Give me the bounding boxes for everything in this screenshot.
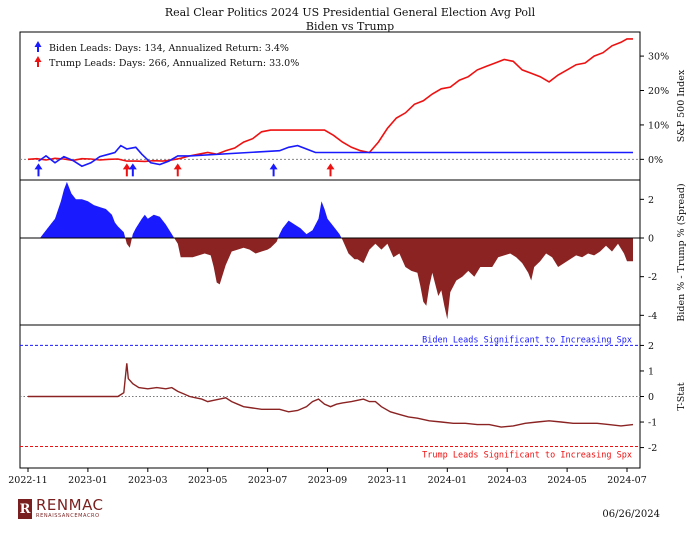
threshold-label: Biden Leads Significant to Increasing Sp… (422, 335, 632, 345)
y-tick-label: 1 (648, 366, 654, 377)
y-tick-label: 0% (648, 155, 663, 166)
trump-lead-arrow-icon (122, 163, 131, 177)
threshold-label: Trump Leads Significant to Increasing Sp… (422, 451, 632, 461)
y-tick-label: 2 (648, 341, 654, 352)
renmac-mark: R (18, 499, 32, 519)
x-tick-label: 2023-01 (68, 475, 107, 486)
y-tick-label: -2 (648, 443, 657, 454)
x-tick-label: 2024-03 (487, 475, 526, 486)
x-tick-label: 2023-07 (248, 475, 287, 486)
y-tick-label: 0 (648, 392, 654, 403)
y-axis-label: Biden % - Trump % (Spread) (676, 183, 687, 321)
trump-leads-line (27, 38, 633, 163)
renmac-logo: R RENMAC RENAISSANCEMACRO (18, 498, 104, 520)
legend-arrow-head (34, 41, 42, 47)
biden-lead-arrow-icon (128, 163, 137, 177)
arrow-head (326, 163, 335, 170)
x-tick-label: 2024-01 (428, 475, 467, 486)
sp500-panel: 0% 10% 20% 30% S&P 500 Index Biden Leads: Day… (19, 31, 687, 181)
chart-title: Real Clear Politics 2024 US Presidential… (164, 6, 536, 19)
legend-label: Biden Leads: Days: 134, Annualized Retur… (49, 43, 289, 54)
biden-lead-arrow-icon (34, 163, 43, 177)
arrow-head (128, 163, 137, 170)
tstat-line (28, 363, 634, 428)
biden-leads-line (38, 144, 633, 168)
panel-frame (19, 31, 641, 181)
trump-spread-area (28, 238, 633, 320)
trump-legend-arrow-icon (34, 56, 42, 67)
x-tick-label: 2023-03 (128, 475, 167, 486)
legend-label: Trump Leads: Days: 266, Annualized Retur… (49, 58, 299, 69)
biden-legend-arrow-icon (34, 41, 42, 52)
biden-spread-area (28, 181, 633, 238)
x-tick-label: 2022-11 (8, 475, 47, 486)
arrow-head (173, 163, 182, 170)
x-tick-label: 2023-11 (368, 475, 407, 486)
tstat-panel: -2 -1 0 1 2 T-Stat Biden Leads Significant to … (19, 324, 687, 469)
y-tick-label: -4 (648, 311, 657, 322)
x-axis: 2022-11 2023-01 2023-03 2023-05 2023-07 2023-… (8, 468, 647, 486)
trump-lead-arrow-icon (173, 163, 182, 177)
arrow-head (122, 163, 131, 170)
y-tick-label: -1 (648, 418, 657, 429)
x-tick-label: 2024-07 (607, 475, 646, 486)
y-tick-label: -2 (648, 272, 657, 283)
y-tick-label: 10% (648, 120, 669, 131)
y-axis-label: S&P 500 Index (676, 69, 687, 142)
arrow-head (269, 163, 278, 170)
report-date: 06/26/2024 (602, 509, 660, 520)
x-tick-label: 2023-05 (188, 475, 227, 486)
arrow-head (34, 163, 43, 170)
brand-subtitle: RENAISSANCEMACRO (36, 513, 100, 519)
trump-lead-arrow-icon (326, 163, 335, 177)
x-tick-label: 2023-09 (308, 475, 347, 486)
x-tick-label: 2024-05 (547, 475, 586, 486)
y-tick-label: 0 (648, 234, 654, 245)
brand-name: RENMAC (36, 496, 104, 514)
y-tick-label: 30% (648, 52, 669, 63)
biden-lead-arrow-icon (269, 163, 278, 177)
y-tick-label: 20% (648, 86, 669, 97)
y-tick-label: 2 (648, 195, 654, 206)
legend-arrow-head (34, 56, 42, 62)
spread-panel: -4 -2 0 2 Biden % - Trump % (Spread) (19, 179, 687, 326)
y-axis-label: T-Stat (676, 382, 687, 410)
chart-subtitle: Biden vs Trump (305, 20, 395, 33)
